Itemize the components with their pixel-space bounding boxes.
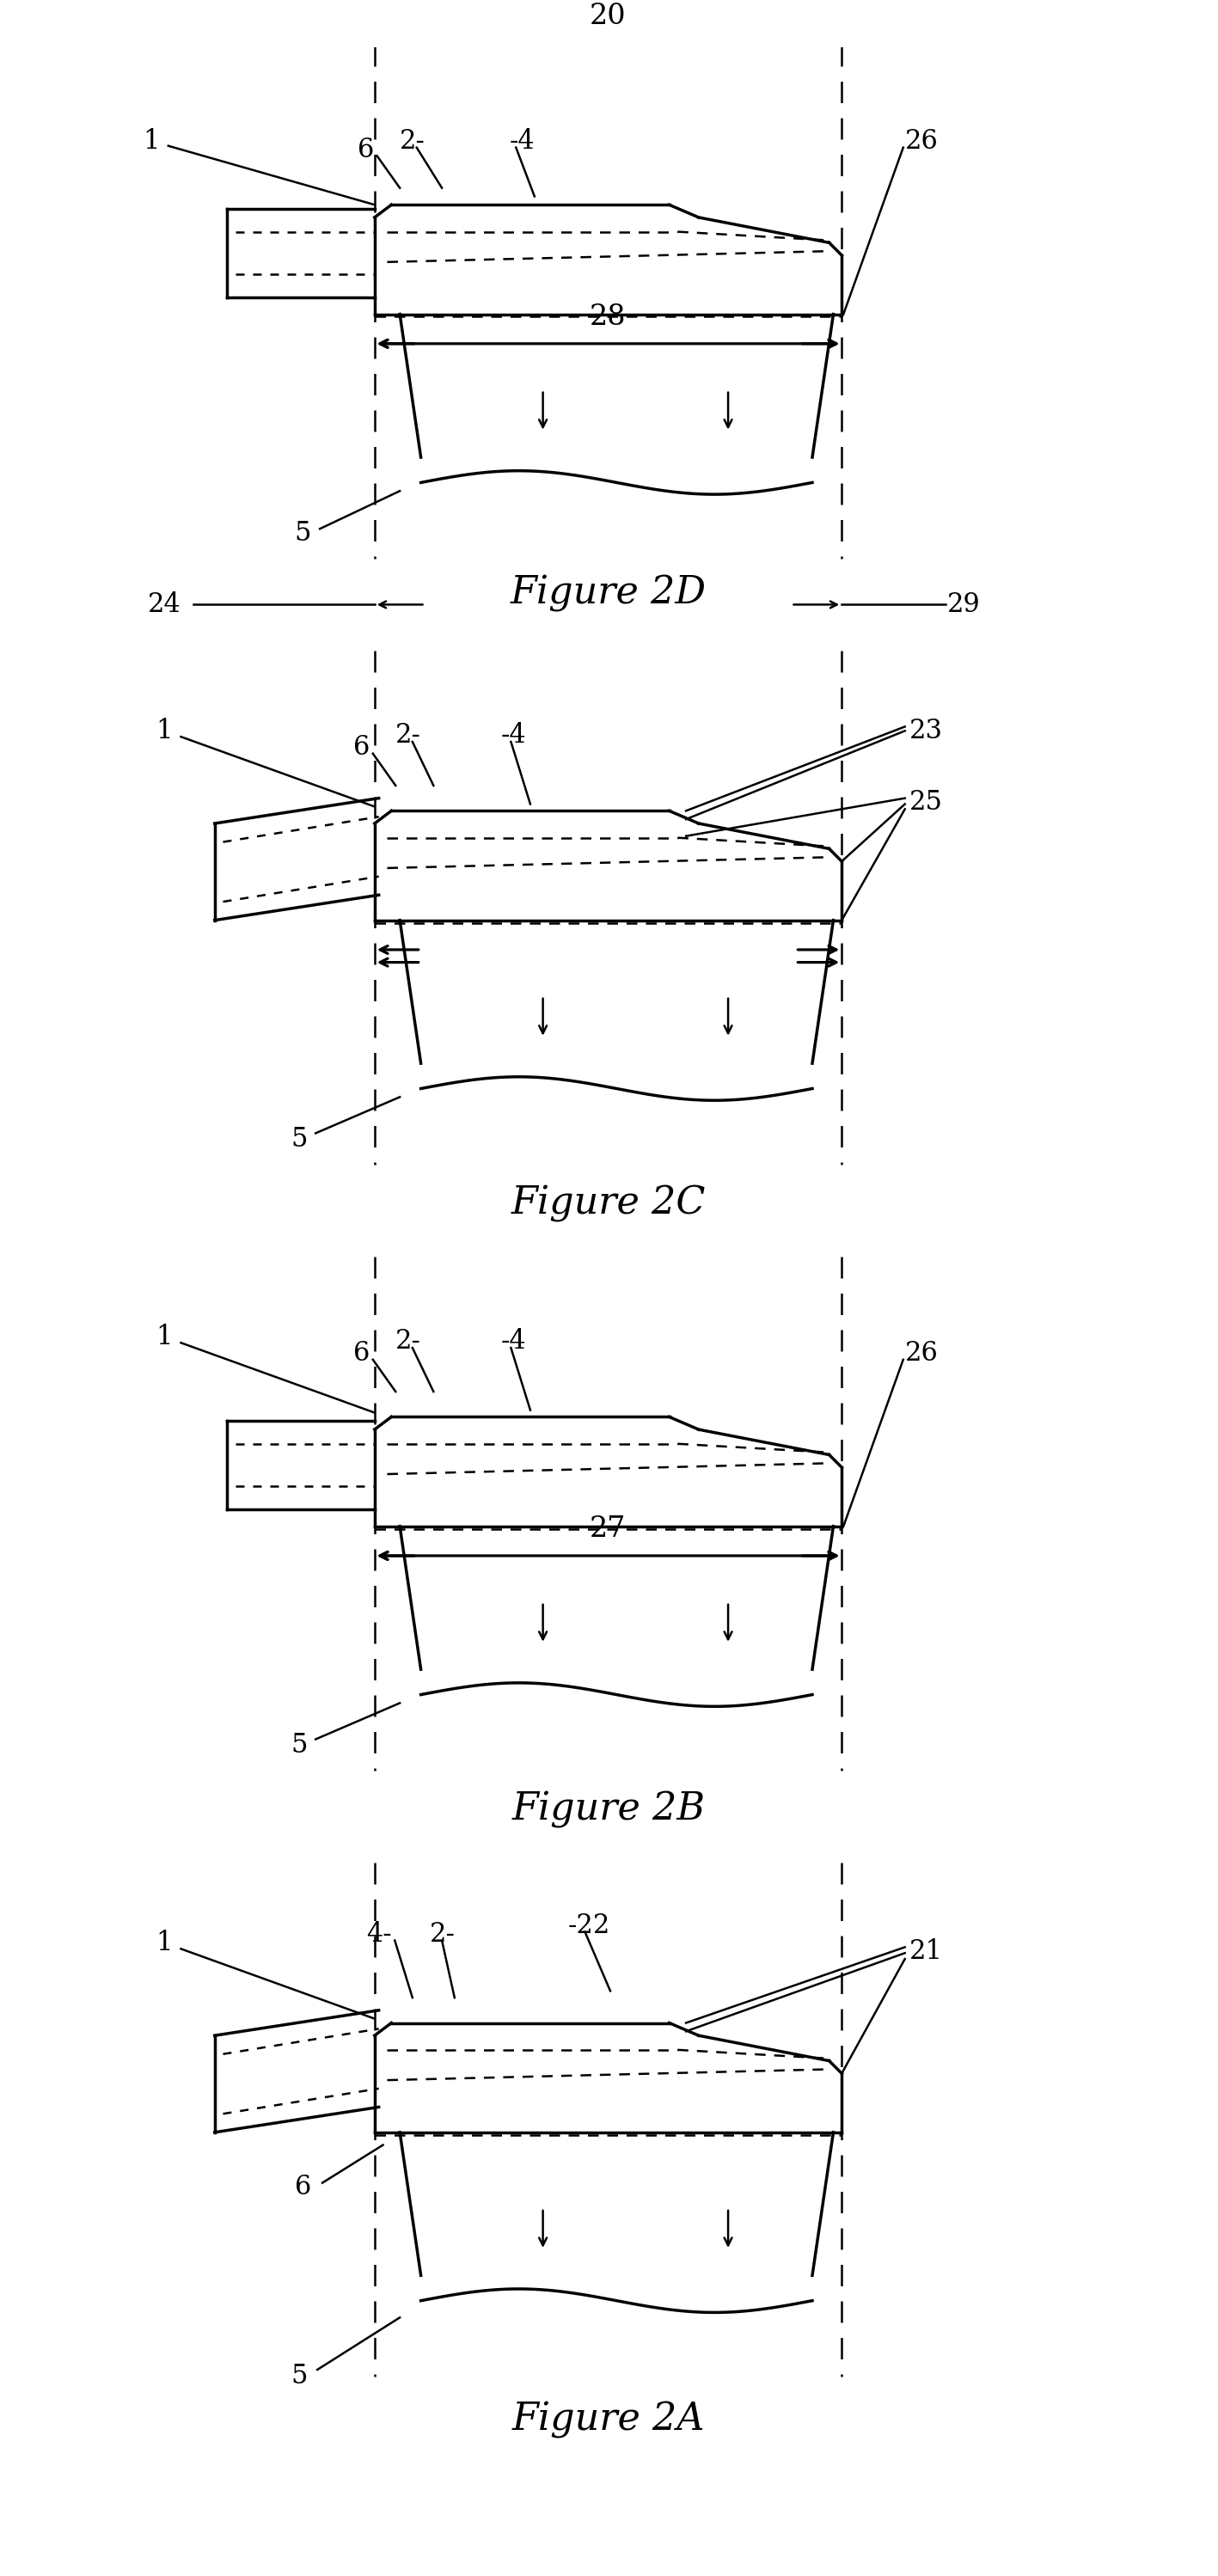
Text: 6: 6: [353, 1340, 370, 1368]
Text: Figure 2C: Figure 2C: [512, 1185, 706, 1224]
Text: 5: 5: [295, 520, 312, 546]
Text: 26: 26: [905, 129, 938, 155]
Text: -4: -4: [501, 721, 526, 750]
Text: 24: 24: [147, 592, 181, 618]
Text: 29: 29: [946, 592, 980, 618]
Text: 4-: 4-: [365, 1922, 391, 1947]
Text: 25: 25: [909, 788, 943, 817]
Text: 1: 1: [144, 129, 160, 155]
Text: 21: 21: [909, 1937, 943, 1965]
Text: 5: 5: [290, 2362, 307, 2391]
Text: 6: 6: [353, 734, 370, 760]
Text: 6: 6: [358, 137, 375, 162]
Text: 27: 27: [590, 1515, 626, 1543]
Text: Figure 2D: Figure 2D: [510, 574, 706, 613]
Text: 23: 23: [909, 719, 943, 744]
Text: 6: 6: [295, 2174, 312, 2200]
Text: 20: 20: [590, 3, 626, 31]
Text: 1: 1: [156, 1324, 173, 1350]
Text: 2-: 2-: [396, 1327, 421, 1355]
Text: -22: -22: [568, 1914, 610, 1940]
Text: 28: 28: [590, 304, 626, 332]
Text: Figure 2A: Figure 2A: [512, 2401, 705, 2439]
Text: -4: -4: [501, 1327, 526, 1355]
Text: 2-: 2-: [400, 129, 425, 155]
Text: 5: 5: [290, 1126, 307, 1151]
Text: -4: -4: [509, 129, 535, 155]
Text: 1: 1: [156, 1929, 173, 1955]
Text: 2-: 2-: [396, 721, 421, 750]
Text: 2-: 2-: [429, 1922, 456, 1947]
Text: Figure 2B: Figure 2B: [512, 1790, 705, 1829]
Text: 5: 5: [290, 1731, 307, 1759]
Text: 26: 26: [905, 1340, 938, 1368]
Text: 1: 1: [156, 719, 173, 744]
